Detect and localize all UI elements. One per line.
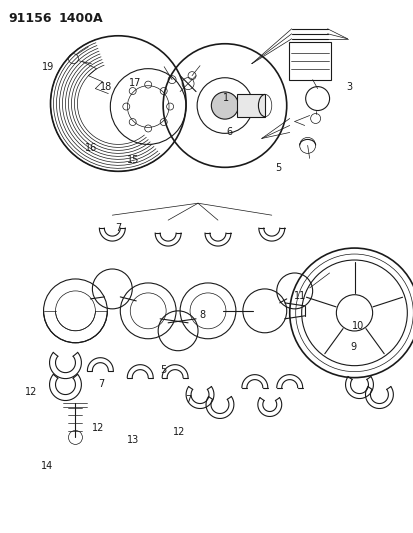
Text: 91156: 91156: [9, 12, 52, 25]
Text: 13: 13: [127, 435, 139, 445]
Text: 1: 1: [222, 93, 228, 102]
Text: 1400A: 1400A: [58, 12, 103, 25]
Text: 14: 14: [41, 461, 53, 471]
Text: 7: 7: [115, 223, 121, 233]
Text: 12: 12: [25, 387, 38, 398]
Text: 10: 10: [351, 321, 363, 331]
Text: 6: 6: [226, 126, 232, 136]
Text: 12: 12: [172, 427, 185, 437]
Polygon shape: [237, 94, 264, 117]
Text: 12: 12: [91, 423, 104, 433]
Text: 16: 16: [85, 142, 97, 152]
Text: 18: 18: [100, 82, 112, 92]
Text: 5: 5: [274, 163, 280, 173]
Text: 9: 9: [349, 342, 356, 352]
Circle shape: [211, 92, 238, 119]
Text: 7: 7: [98, 379, 104, 390]
Text: 7: 7: [185, 395, 191, 406]
Text: 11: 11: [293, 290, 305, 301]
Text: 15: 15: [126, 155, 139, 165]
Text: 17: 17: [128, 78, 141, 88]
Text: 5: 5: [160, 365, 166, 375]
Text: 8: 8: [199, 310, 204, 320]
Text: 3: 3: [345, 82, 351, 92]
Text: 19: 19: [42, 62, 54, 72]
